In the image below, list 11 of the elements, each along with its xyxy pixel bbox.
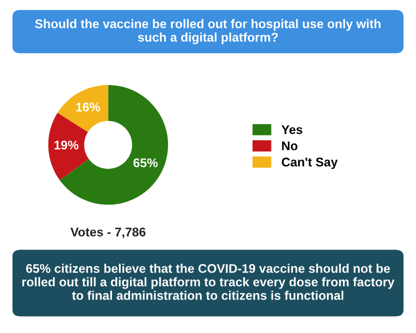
donut-slice [48, 112, 89, 180]
data-label: 16% [76, 102, 100, 112]
text: Votes - 7,786 [70, 228, 146, 238]
data-label: 19% [54, 140, 78, 150]
legend-label: Yes [281, 125, 302, 134]
donut-slice [58, 84, 108, 132]
chart-title: Should the vaccine be rolled out for hospital use only with such a digital platform? [35, 19, 381, 44]
text: 65% citizens believe that the COVID-19 vaccine should not be rolled out till a digital platform to track every dose from factory to final administration to citizens is functional [22, 264, 394, 300]
legend-label: No [282, 142, 298, 150]
legend-label: Can't Say [282, 158, 338, 169]
data-label: 65% [133, 158, 158, 168]
